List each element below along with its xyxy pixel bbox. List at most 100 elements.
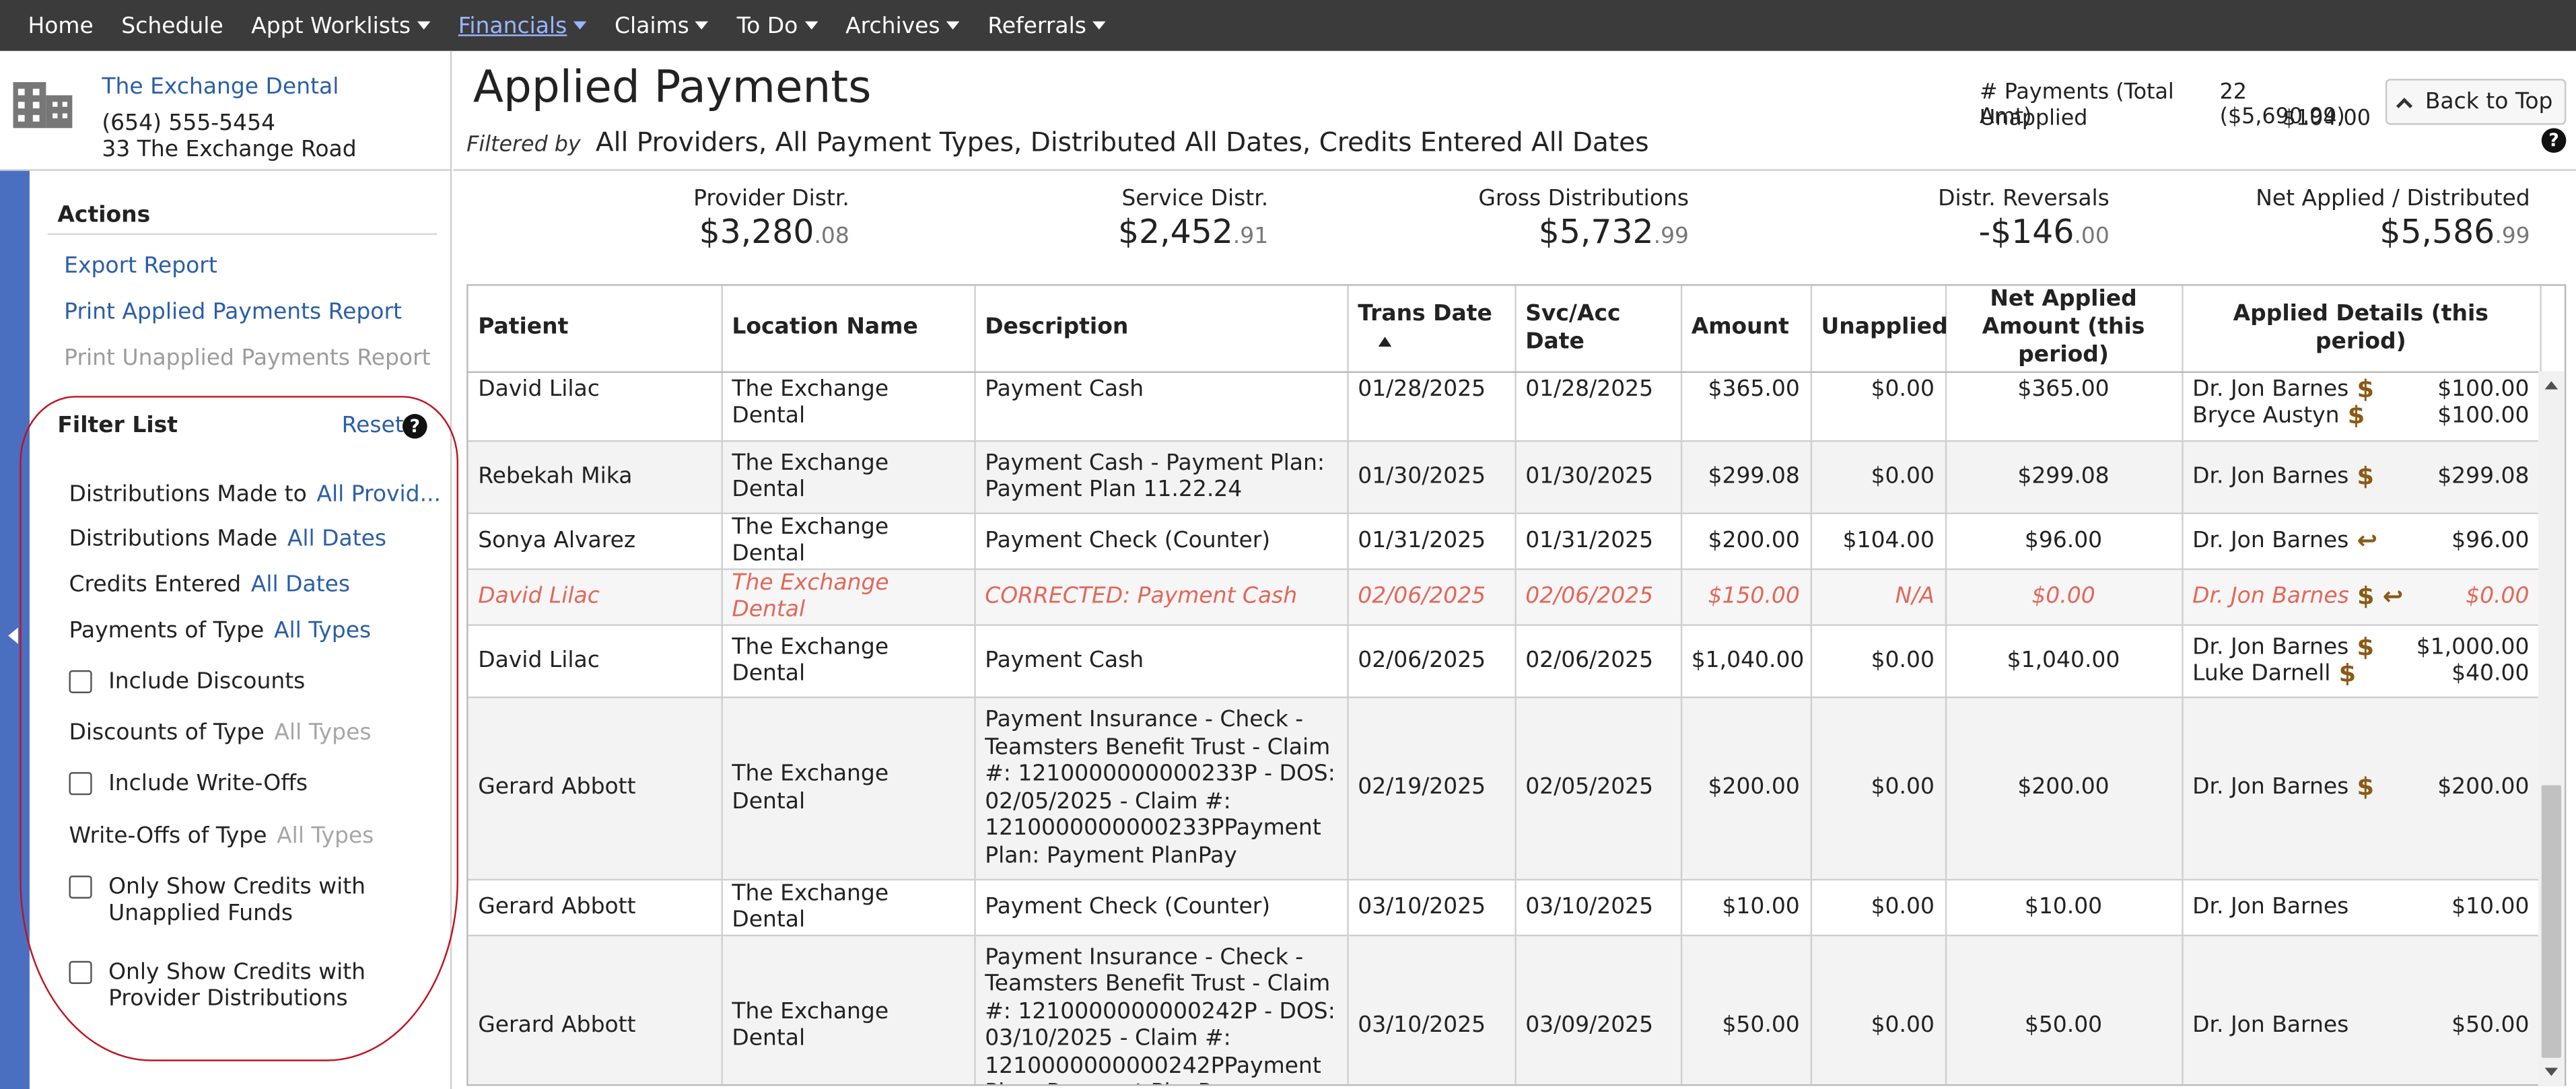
reset-filters-link[interactable]: Reset bbox=[341, 412, 404, 439]
col-amount[interactable]: Amount bbox=[1680, 285, 1811, 372]
cell-amount: $50.00 bbox=[1680, 934, 1811, 1084]
nav-archives[interactable]: Archives bbox=[845, 12, 960, 38]
cell-unapplied: $104.00 bbox=[1810, 512, 1947, 569]
table-row[interactable]: Rebekah Mika The Exchange Dental Payment… bbox=[468, 440, 2541, 514]
nav-financials[interactable]: Financials bbox=[458, 12, 587, 38]
sidebar-collapse-bar[interactable] bbox=[0, 170, 30, 1089]
nav-to-do[interactable]: To Do bbox=[737, 12, 818, 38]
detail-amount: $10.00 bbox=[2451, 893, 2530, 920]
cell-net-applied: $0.00 bbox=[1945, 568, 2183, 625]
cell-patient[interactable]: David Lilac bbox=[468, 624, 722, 698]
include-discounts-checkbox[interactable] bbox=[69, 670, 92, 693]
provider-name: Bryce Austyn bbox=[2192, 402, 2340, 429]
cell-location: The Exchange Dental bbox=[721, 371, 975, 442]
cell-amount: $150.00 bbox=[1680, 568, 1811, 625]
table-row[interactable]: David Lilac The Exchange Dental Payment … bbox=[468, 371, 2541, 442]
filter-highlight-oval bbox=[20, 396, 458, 1061]
cell-applied-details: Dr. Jon Barnes $ $299.08 bbox=[2182, 440, 2541, 514]
col-applied-details[interactable]: Applied Details (this period) bbox=[2182, 285, 2541, 372]
only-provider-distributions-checkbox[interactable] bbox=[69, 960, 92, 984]
chevron-down-icon bbox=[417, 21, 431, 30]
help-icon[interactable]: ? bbox=[2541, 128, 2567, 153]
cell-patient[interactable]: Sonya Alvarez bbox=[468, 512, 722, 569]
table-row[interactable]: Gerard Abbott The Exchange Dental Paymen… bbox=[468, 934, 2541, 1084]
cell-description: Payment Check (Counter) bbox=[974, 878, 1348, 936]
cell-description: Payment Cash bbox=[974, 371, 1348, 442]
nav-schedule[interactable]: Schedule bbox=[121, 12, 223, 39]
col-unapplied[interactable]: Unapplied bbox=[1810, 285, 1948, 372]
only-provider-distributions-label: Only Show Credits with Provider Distribu… bbox=[108, 959, 366, 1012]
col-net-applied[interactable]: Net Applied Amount (this period) bbox=[1945, 285, 2183, 372]
applied-detail: Dr. Jon Barnes $ $100.00 bbox=[2192, 376, 2529, 402]
return-icon[interactable]: ↩ bbox=[2382, 581, 2404, 611]
table-row[interactable]: Gerard Abbott The Exchange Dental Paymen… bbox=[468, 696, 2541, 880]
distributions-made-select[interactable]: All Dates bbox=[287, 526, 387, 553]
return-icon[interactable]: ↩ bbox=[2357, 525, 2378, 555]
cell-description: CORRECTED: Payment Cash bbox=[974, 568, 1348, 625]
practice-address: 33 The Exchange Road bbox=[102, 136, 357, 163]
table-row[interactable]: David Lilac The Exchange Dental Payment … bbox=[468, 624, 2541, 698]
cell-patient[interactable]: Rebekah Mika bbox=[468, 440, 722, 514]
building-icon bbox=[13, 82, 73, 129]
practice-name[interactable]: The Exchange Dental bbox=[102, 73, 339, 100]
practice-panel: The Exchange Dental (654) 555-5454 33 Th… bbox=[0, 50, 452, 171]
cell-net-applied: $50.00 bbox=[1945, 934, 2183, 1084]
scroll-up-icon[interactable] bbox=[2544, 381, 2558, 390]
cell-trans-date: 01/31/2025 bbox=[1347, 512, 1516, 569]
nav-home[interactable]: Home bbox=[28, 12, 94, 39]
nav-referrals[interactable]: Referrals bbox=[987, 12, 1107, 38]
distributions-to-select[interactable]: All Provid... bbox=[316, 481, 442, 508]
cell-description: Payment Cash - Payment Plan: Payment Pla… bbox=[974, 440, 1348, 514]
sort-ascending-icon bbox=[1377, 336, 1391, 347]
dollar-icon[interactable]: $ bbox=[2347, 400, 2365, 431]
cell-patient[interactable]: David Lilac bbox=[468, 371, 722, 442]
cell-amount: $200.00 bbox=[1680, 696, 1811, 880]
applied-detail: Dr. Jon Barnes $ ↩ $0.00 bbox=[2192, 583, 2529, 610]
dollar-icon[interactable]: $ bbox=[2357, 581, 2375, 611]
table-body: David Lilac The Exchange Dental Payment … bbox=[468, 371, 2541, 1084]
table-scrollbar[interactable] bbox=[2538, 371, 2565, 1086]
chevron-down-icon bbox=[1092, 21, 1107, 30]
credits-entered-select[interactable]: All Dates bbox=[250, 571, 351, 598]
cell-net-applied: $1,040.00 bbox=[1945, 624, 2183, 698]
export-report-link[interactable]: Export Report bbox=[64, 252, 217, 279]
col-svc-date[interactable]: Svc/Acc Date bbox=[1515, 285, 1682, 372]
print-applied-payments-link[interactable]: Print Applied Payments Report bbox=[64, 299, 402, 326]
dollar-icon[interactable]: $ bbox=[2338, 658, 2357, 689]
cell-description: Payment Check (Counter) bbox=[974, 512, 1348, 569]
nav-appt-worklists[interactable]: Appt Worklists bbox=[251, 12, 431, 38]
col-location[interactable]: Location Name bbox=[721, 285, 975, 372]
cell-patient[interactable]: Gerard Abbott bbox=[468, 934, 722, 1084]
cell-unapplied: $0.00 bbox=[1810, 878, 1947, 936]
dollar-icon[interactable]: $ bbox=[2357, 772, 2374, 802]
cell-trans-date: 02/06/2025 bbox=[1347, 568, 1516, 625]
table-row[interactable]: David Lilac The Exchange Dental CORRECTE… bbox=[468, 568, 2541, 625]
include-writeoffs-checkbox[interactable] bbox=[69, 772, 92, 796]
cell-trans-date: 01/30/2025 bbox=[1347, 440, 1516, 514]
scroll-down-icon[interactable] bbox=[2544, 1067, 2558, 1076]
provider-name: Dr. Jon Barnes bbox=[2192, 462, 2349, 489]
table-row[interactable]: Sonya Alvarez The Exchange Dental Paymen… bbox=[468, 512, 2541, 569]
cell-trans-date: 02/19/2025 bbox=[1347, 696, 1516, 880]
table-row[interactable]: Gerard Abbott The Exchange Dental Paymen… bbox=[468, 878, 2541, 936]
cell-patient[interactable]: David Lilac bbox=[468, 568, 722, 625]
filter-summary: Filtered by All Providers, All Payment T… bbox=[466, 127, 1648, 157]
dollar-icon[interactable]: $ bbox=[2357, 374, 2374, 404]
col-description[interactable]: Description bbox=[974, 285, 1348, 372]
top-nav: Home Schedule Appt Worklists Financials … bbox=[0, 0, 2576, 51]
dollar-icon[interactable]: $ bbox=[2357, 631, 2374, 662]
back-to-top-button[interactable]: Back to Top bbox=[2385, 79, 2567, 125]
nav-claims[interactable]: Claims bbox=[615, 12, 709, 38]
cell-applied-details: Dr. Jon Barnes $ $200.00 bbox=[2182, 696, 2541, 880]
cell-location: The Exchange Dental bbox=[721, 934, 975, 1084]
col-trans-date[interactable]: Trans Date bbox=[1347, 285, 1516, 372]
help-icon[interactable]: ? bbox=[402, 414, 427, 439]
dollar-icon[interactable]: $ bbox=[2357, 461, 2374, 491]
cell-patient[interactable]: Gerard Abbott bbox=[468, 878, 722, 936]
cell-patient[interactable]: Gerard Abbott bbox=[468, 696, 722, 880]
col-patient[interactable]: Patient bbox=[468, 285, 722, 372]
scroll-thumb[interactable] bbox=[2541, 785, 2562, 1058]
only-unapplied-checkbox[interactable] bbox=[69, 875, 92, 899]
payments-type-select[interactable]: All Types bbox=[273, 617, 372, 644]
